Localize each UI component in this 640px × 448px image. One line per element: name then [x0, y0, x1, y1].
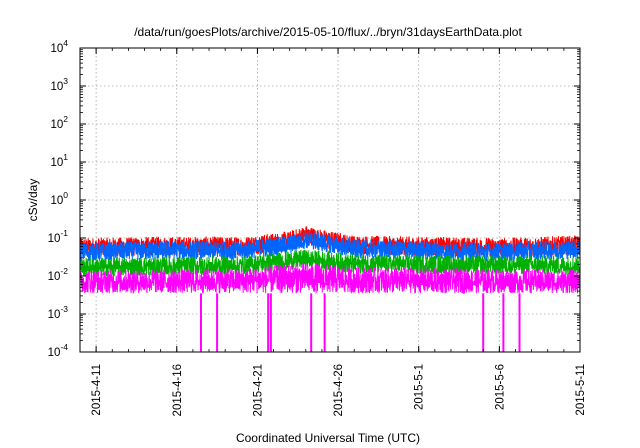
chart-title: /data/run/goesPlots/archive/2015-05-10/f…	[134, 25, 522, 39]
series-line	[79, 249, 581, 278]
x-tick-label: 2015-4-11	[91, 364, 103, 416]
series-line	[79, 262, 581, 294]
series-line	[79, 230, 581, 262]
y-axis-label: cSv/day	[26, 179, 40, 222]
x-tick-label: 2015-5-1	[414, 364, 426, 410]
y-tick-label: 100	[50, 190, 68, 207]
grid-lines	[80, 48, 580, 352]
x-tick-label: 2015-4-26	[333, 364, 345, 416]
y-tick-label: 10-3	[48, 304, 69, 321]
x-tick-label: 2015-5-6	[494, 364, 506, 410]
y-tick-label: 103	[50, 76, 68, 93]
y-tick-label: 10-4	[48, 342, 69, 359]
x-axis-label: Coordinated Universal Time (UTC)	[236, 431, 420, 445]
x-tick-label: 2015-5-11	[575, 364, 587, 416]
y-tick-label: 101	[50, 152, 68, 169]
y-tick-label: 10-2	[48, 266, 69, 283]
y-tick-label: 10-1	[48, 228, 69, 245]
x-axis-ticks: 2015-4-11 2015-4-16 2015-4-21 2015-4-26 2015…	[79, 48, 587, 416]
series-group	[79, 226, 581, 352]
x-tick-label: 2015-4-21	[252, 364, 264, 416]
y-tick-label: 102	[50, 114, 68, 131]
x-tick-label: 2015-4-16	[172, 364, 184, 416]
y-axis-ticks: 10-4 10-3 10-2 10-1 100 101 102 103 104	[48, 38, 580, 359]
y-tick-label: 104	[50, 38, 68, 55]
